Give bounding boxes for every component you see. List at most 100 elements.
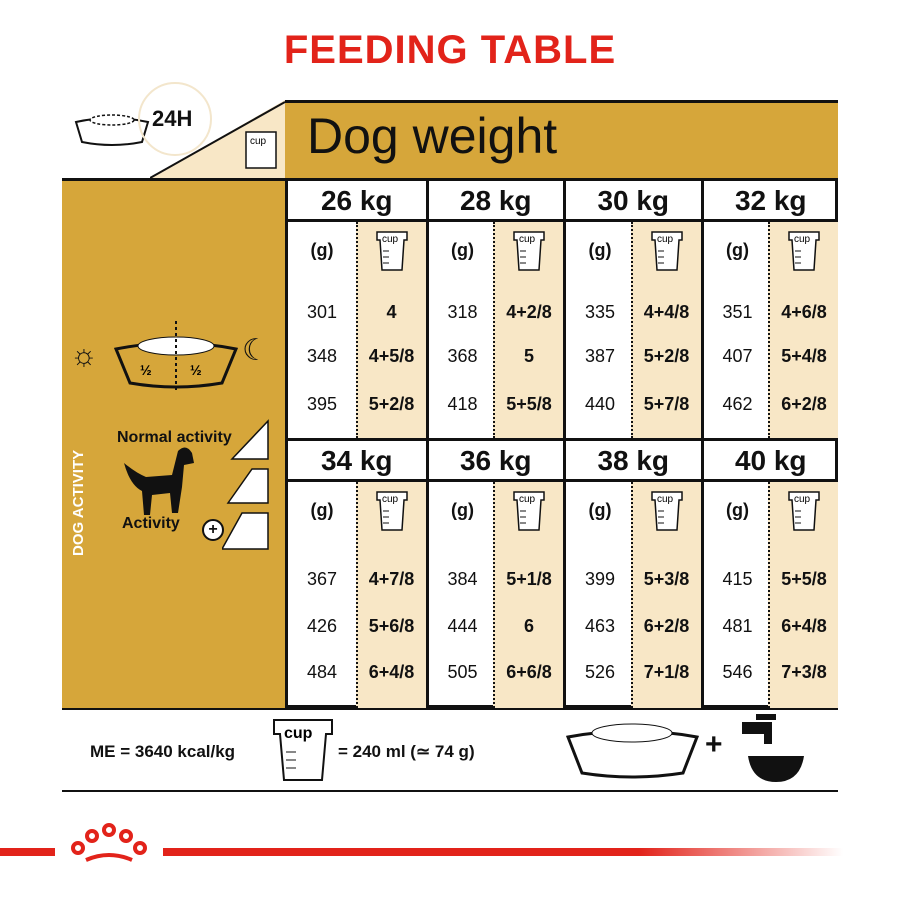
grams-value: 415	[722, 569, 753, 589]
grams-value: 387	[584, 346, 616, 366]
food-bowl-icon	[565, 723, 700, 779]
page-title: FEEDING TABLE	[283, 28, 617, 72]
grams-value: 526	[584, 662, 616, 682]
cups-value: 5+5/8	[781, 569, 827, 589]
dog-weight-header: Dog weight	[285, 100, 838, 178]
grams-header: (g)	[451, 240, 474, 260]
moon-icon: ☾	[242, 334, 269, 367]
grams-value: 418	[447, 394, 478, 414]
cups-value: 4+5/8	[368, 346, 415, 366]
cups-value: 5+2/8	[643, 346, 690, 366]
cups-value: 6+4/8	[781, 616, 827, 636]
cups-value: 5+2/8	[368, 394, 415, 414]
grams-value: 395	[306, 394, 338, 414]
cup-icon: cup	[273, 719, 333, 781]
grams-header: (g)	[726, 500, 749, 520]
grams-value: 301	[306, 302, 338, 322]
weight-column: 40 kg (g) cup 415 5+5/8 481 6+4/8 546 7+3/…	[700, 438, 838, 708]
header-text: Dog weight	[307, 108, 558, 164]
grams-value: 444	[447, 616, 478, 636]
cup-icon: cup	[788, 231, 820, 271]
cups-value: 6+2/8	[781, 394, 827, 414]
cups-value: 5+6/8	[368, 616, 415, 636]
grams-value: 407	[722, 346, 753, 366]
svg-text:cup: cup	[519, 494, 536, 505]
cups-value: 4+6/8	[781, 302, 827, 322]
grams-value: 462	[722, 394, 753, 414]
dog-silhouette-icon	[124, 447, 194, 515]
cups-value: 5+7/8	[643, 394, 690, 414]
header-corner: cup	[150, 100, 285, 179]
period-label: 24H	[152, 106, 193, 131]
weight-label: 34 kg	[288, 438, 426, 482]
grams-header: (g)	[310, 240, 334, 260]
split-bowl-icon: ½ ½	[114, 321, 239, 391]
grams-value: 367	[306, 569, 338, 589]
svg-text:cup: cup	[657, 494, 674, 505]
grams-value: 481	[722, 616, 753, 636]
cups-value: 5+3/8	[643, 569, 690, 589]
cups-value: 7+3/8	[781, 662, 827, 682]
cup-icon: cup	[375, 491, 408, 531]
cup-icon: cup	[513, 491, 545, 531]
cups-value: 6+2/8	[643, 616, 690, 636]
cups-value: 5+5/8	[506, 394, 552, 414]
cups-value: 4	[386, 302, 397, 322]
dog-activity-panel: DOG ACTIVITY ☼ ½ ½ ☾ Normal activity Act…	[62, 178, 285, 708]
high-activity-label: Activity	[122, 515, 180, 532]
weight-column: 32 kg (g) cup 351 4+6/8 407 5+4/8 462 6+2/…	[700, 178, 838, 438]
grams-value: 505	[447, 662, 478, 682]
svg-text:cup: cup	[794, 234, 811, 245]
weight-label: 26 kg	[288, 178, 426, 222]
cup-icon: cup	[513, 231, 545, 271]
svg-text:cup: cup	[794, 494, 811, 505]
grams-value: 399	[584, 569, 616, 589]
svg-text:cup: cup	[284, 725, 313, 742]
weight-label: 40 kg	[703, 438, 838, 482]
grams-value: 463	[584, 616, 616, 636]
grams-value: 368	[447, 346, 478, 366]
cup-icon: cup	[650, 231, 683, 271]
cup-column-bg	[493, 482, 563, 708]
svg-text:½: ½	[190, 362, 202, 378]
normal-activity-label: Normal activity	[117, 429, 232, 446]
cups-value: 6	[523, 616, 534, 636]
cups-value: 7+1/8	[643, 662, 690, 682]
weight-column: 38 kg (g) cup 399 5+3/8 463 6+2/8 526 7+1/…	[563, 438, 701, 708]
svg-text:cup: cup	[519, 234, 536, 245]
grams-header: (g)	[588, 500, 612, 520]
cups-value: 6+4/8	[368, 662, 415, 682]
cup-icon: cup	[375, 231, 408, 271]
cups-value: 4+7/8	[368, 569, 415, 589]
weight-label: 30 kg	[566, 178, 701, 222]
grams-value: 348	[306, 346, 338, 366]
svg-text:cup: cup	[382, 234, 399, 245]
weight-column: 28 kg (g) cup 318 4+2/8 368 5 418 5+5/8	[425, 178, 563, 438]
royal-canin-crown-logo	[71, 823, 147, 862]
cups-value: 5	[523, 346, 534, 366]
cup-icon: cup	[788, 491, 820, 531]
weight-label: 38 kg	[566, 438, 701, 482]
brand-line-right	[163, 848, 843, 856]
energy-value: ME = 3640 kcal/kg	[90, 742, 236, 761]
weight-label: 28 kg	[428, 178, 563, 222]
dog-activity-label: DOG ACTIVITY	[70, 449, 87, 556]
cups-value: 6+6/8	[506, 662, 552, 682]
water-tap-icon	[742, 714, 804, 782]
sun-icon: ☼	[70, 339, 98, 372]
grams-value: 318	[447, 302, 478, 322]
grams-header: (g)	[726, 240, 749, 260]
cup-icon: cup	[650, 491, 683, 531]
clock-icon	[138, 82, 212, 156]
activity-scale-icon	[222, 419, 269, 550]
cups-value: 4+2/8	[506, 302, 552, 322]
svg-text:cup: cup	[250, 136, 267, 147]
weight-column: 34 kg (g) cup 367 4+7/8 426 5+6/8 484 6+4/…	[288, 438, 426, 708]
grams-value: 484	[306, 662, 338, 682]
weight-label: 32 kg	[703, 178, 838, 222]
grams-value: 384	[447, 569, 478, 589]
cups-value: 5+4/8	[781, 346, 827, 366]
grams-value: 335	[584, 302, 616, 322]
grams-value: 440	[584, 394, 616, 414]
plus-sign: +	[705, 728, 723, 761]
